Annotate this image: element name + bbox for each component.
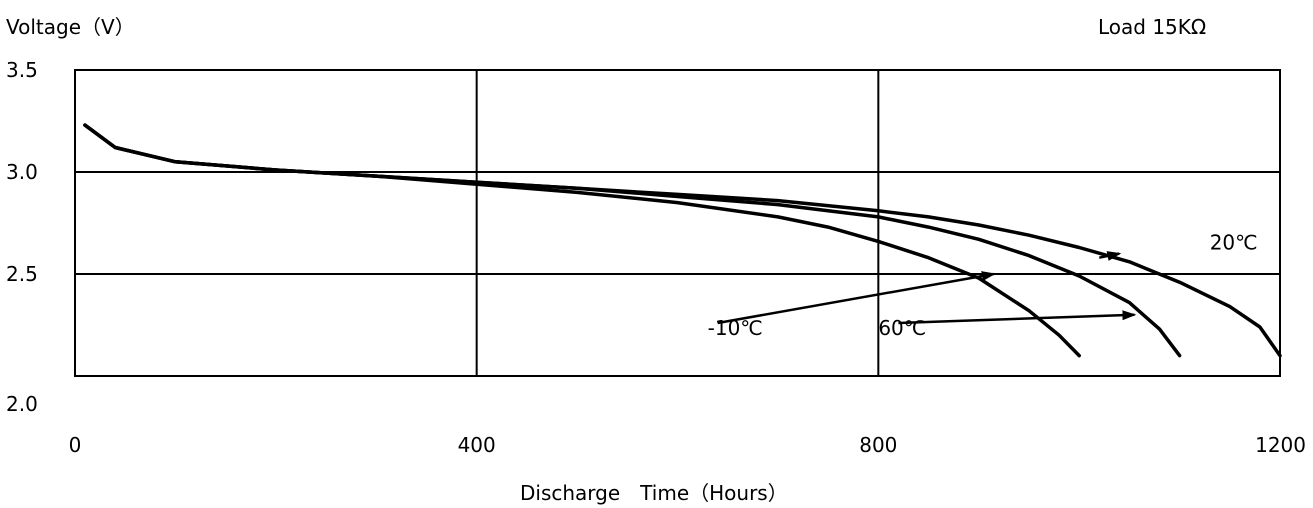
series-line-2 <box>83 123 1081 358</box>
x-tick-label: 0 <box>69 433 82 457</box>
plot-frame <box>74 69 1281 377</box>
x-tick-label: 1200 <box>1255 433 1306 457</box>
load-annotation: Load 15KΩ <box>1098 15 1206 39</box>
label-arrow-0 <box>1099 251 1122 261</box>
plot-border <box>74 69 1281 377</box>
x-tick-label: 400 <box>458 433 496 457</box>
label-arrow-2 <box>717 271 996 325</box>
series-line-1 <box>83 123 1182 358</box>
x-tick-label: 800 <box>859 433 897 457</box>
y-tick-label: 2.0 <box>6 392 38 416</box>
tick-labels: 0 400 800 1200 3.5 3.0 2.5 2.0 <box>6 58 1306 457</box>
series-label-2: -10℃ <box>708 316 763 340</box>
y-tick-label: 3.5 <box>6 58 38 82</box>
x-axis-title: Discharge Time（Hours） <box>520 481 788 505</box>
series-label-0: 20℃ <box>1210 231 1258 255</box>
y-axis-title: Voltage（V） <box>6 15 135 39</box>
series-line-0 <box>83 123 1282 358</box>
series-label-1: 60℃ <box>878 316 926 340</box>
series-lines <box>83 123 1282 358</box>
series-annotations: 20℃ 60℃ -10℃ <box>708 231 1258 341</box>
y-tick-label: 3.0 <box>6 160 38 184</box>
label-arrow-1 <box>898 310 1137 325</box>
y-tick-label: 2.5 <box>6 262 38 286</box>
grid-lines <box>75 70 1280 376</box>
